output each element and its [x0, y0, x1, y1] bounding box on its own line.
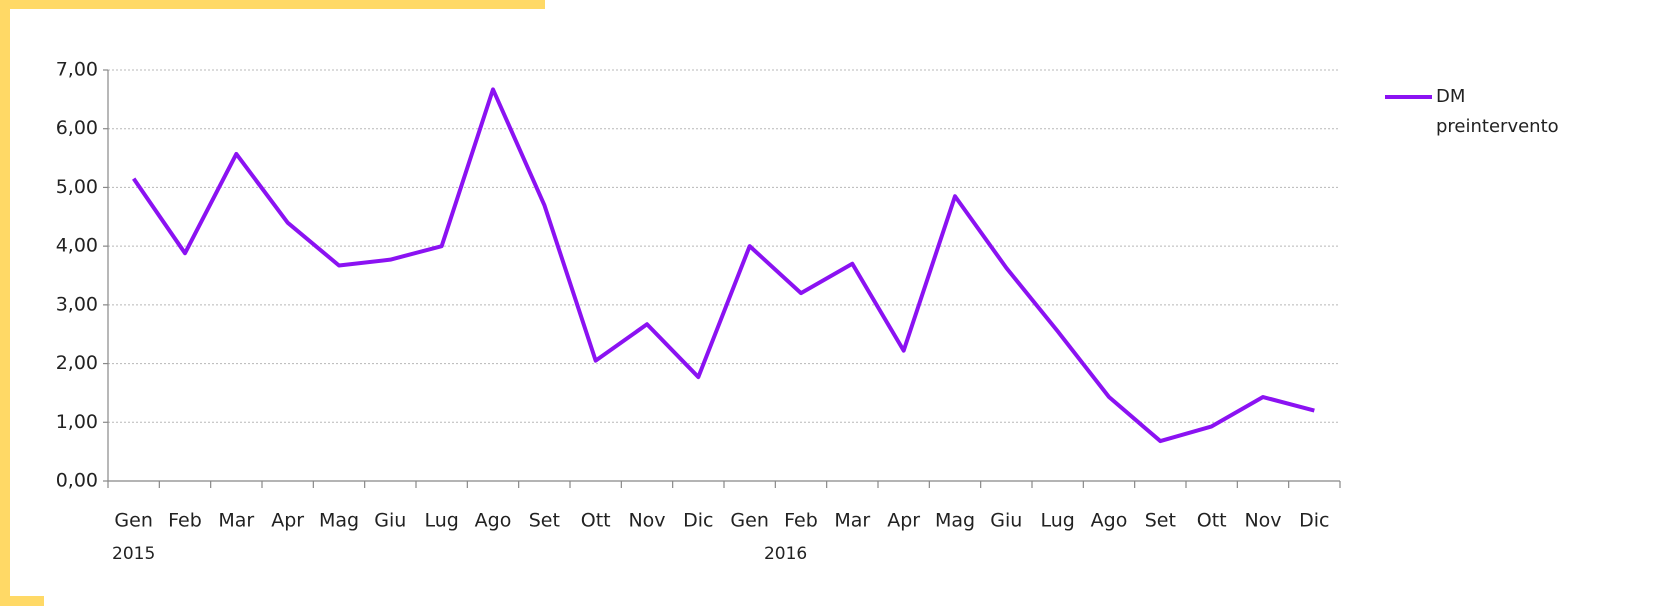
- year-label: 2016: [764, 544, 807, 564]
- legend-word: preintervento: [1436, 116, 1559, 137]
- x-tick-label: Mag: [935, 510, 975, 532]
- x-tick-label: Gen: [114, 510, 152, 532]
- legend-label: DM preintervento: [1436, 86, 1559, 137]
- x-tick-label: Ott: [581, 510, 611, 532]
- x-tick-label: Giu: [990, 510, 1022, 532]
- x-tick-label: Gen: [730, 510, 768, 532]
- y-tick-label: 2,00: [56, 352, 98, 374]
- x-tick-label: Ago: [1091, 510, 1128, 532]
- x-tick-label: Mar: [218, 510, 254, 532]
- x-tick-label: Apr: [887, 510, 920, 532]
- y-tick-label: 7,00: [56, 59, 98, 81]
- x-tick-label: Set: [529, 510, 560, 532]
- x-tick-label: Giu: [374, 510, 406, 532]
- x-tick-label: Lug: [1040, 510, 1074, 532]
- x-tick-label: Ago: [475, 510, 512, 532]
- decor-bar: [0, 596, 44, 606]
- year-label: 2015: [112, 544, 155, 564]
- x-tick-label: Lug: [424, 510, 458, 532]
- line-series: [132, 87, 1315, 444]
- y-tick-label: 5,00: [56, 176, 98, 198]
- y-tick-label: 3,00: [56, 293, 98, 315]
- x-tick-label: Apr: [271, 510, 304, 532]
- x-tick-label: Feb: [168, 510, 202, 532]
- x-tick-label: Dic: [683, 510, 713, 532]
- y-tick-label: 6,00: [56, 117, 98, 139]
- x-tick-label: Nov: [628, 510, 665, 532]
- x-tick-label: Mar: [834, 510, 870, 532]
- x-tick-label: Ott: [1197, 510, 1227, 532]
- decor-bar: [0, 0, 10, 606]
- decor-bar: [0, 0, 545, 9]
- x-tick-label: Mag: [319, 510, 359, 532]
- x-tick-label: Dic: [1299, 510, 1329, 532]
- y-tick-label: 1,00: [56, 411, 98, 433]
- x-tick-label: Set: [1145, 510, 1176, 532]
- y-tick-label: 4,00: [56, 235, 98, 257]
- x-tick-label: Nov: [1244, 510, 1281, 532]
- legend-word: DM: [1436, 86, 1465, 107]
- y-tick-label: 0,00: [56, 470, 98, 492]
- x-tick-label: Feb: [784, 510, 818, 532]
